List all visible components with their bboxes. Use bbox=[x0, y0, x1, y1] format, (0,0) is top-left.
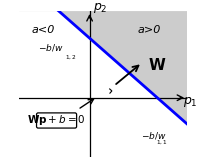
Text: W: W bbox=[148, 58, 165, 73]
Text: $_{1,1}$: $_{1,1}$ bbox=[155, 138, 167, 147]
Text: $-b/w$: $-b/w$ bbox=[38, 42, 63, 53]
Text: a<0: a<0 bbox=[32, 25, 55, 35]
Text: $_{1,2}$: $_{1,2}$ bbox=[65, 53, 77, 62]
Polygon shape bbox=[19, 0, 186, 124]
Text: a>0: a>0 bbox=[137, 25, 160, 35]
Text: $\mathbf{W}\mathbf{p}+b=0$: $\mathbf{W}\mathbf{p}+b=0$ bbox=[27, 113, 85, 128]
Text: $p_1$: $p_1$ bbox=[182, 95, 197, 109]
Text: $p_2$: $p_2$ bbox=[93, 1, 108, 15]
Text: $-b/w$: $-b/w$ bbox=[140, 130, 166, 141]
FancyBboxPatch shape bbox=[36, 113, 76, 128]
